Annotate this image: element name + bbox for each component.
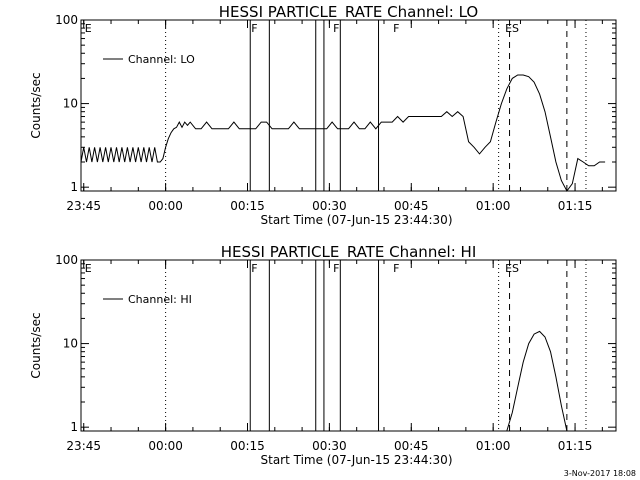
chart-title: HESSI PARTICLE_RATE Channel: LO — [219, 3, 478, 22]
flag-label: ES — [505, 22, 519, 35]
footer-date: 3-Nov-2017 18:08 — [563, 469, 636, 478]
x-tick-label: 01:15 — [558, 199, 593, 213]
flag-label: F — [333, 262, 339, 275]
x-tick-label: 00:45 — [394, 199, 429, 213]
y-tick-label: 1 — [70, 420, 78, 434]
plot-frame — [80, 19, 617, 192]
flag-label: F — [333, 22, 339, 35]
x-tick-label: 00:30 — [312, 199, 347, 213]
y-tick-label: 1 — [70, 180, 78, 194]
series-line — [506, 330, 568, 432]
x-tick-label: 00:15 — [230, 439, 265, 453]
x-axis-label: Start Time (07-Jun-15 23:44:30) — [261, 213, 453, 227]
legend-label: Channel: LO — [128, 53, 195, 66]
chart-title: HESSI PARTICLE_RATE Channel: HI — [221, 243, 477, 262]
flag-label: E — [85, 262, 92, 275]
x-tick-label: 00:30 — [312, 439, 347, 453]
x-tick-label: 01:15 — [558, 439, 593, 453]
x-tick-label: 23:45 — [66, 199, 101, 213]
x-tick-label: 00:15 — [230, 199, 265, 213]
panel-hi: HESSI PARTICLE_RATE Channel: HI 1 10 100 23:… — [29, 243, 617, 467]
flag-label: F — [251, 262, 257, 275]
plot-frame — [80, 259, 617, 432]
x-tick-label: 00:00 — [148, 439, 183, 453]
y-tick-label: 100 — [55, 253, 78, 267]
x-tick-label: 23:45 — [66, 439, 101, 453]
flag-label: E — [85, 22, 92, 35]
y-tick-label: 10 — [63, 337, 78, 351]
flag-label: ES — [505, 262, 519, 275]
x-tick-label: 00:45 — [394, 439, 429, 453]
y-axis-label: Counts/sec — [29, 72, 43, 138]
x-tick-label: 00:00 — [148, 199, 183, 213]
x-tick-label: 01:00 — [476, 199, 511, 213]
x-axis-label: Start Time (07-Jun-15 23:44:30) — [261, 453, 453, 467]
legend-label: Channel: HI — [128, 293, 192, 306]
flag-label: F — [393, 22, 399, 35]
flag-label: F — [393, 262, 399, 275]
flag-label: F — [251, 22, 257, 35]
y-tick-label: 100 — [55, 13, 78, 27]
y-tick-label: 10 — [63, 97, 78, 111]
panel-lo: HESSI PARTICLE_RATE Channel: LO 1 10 100 23:… — [29, 3, 617, 227]
y-axis-label: Counts/sec — [29, 312, 43, 378]
series-line — [80, 74, 606, 192]
x-tick-label: 01:00 — [476, 439, 511, 453]
